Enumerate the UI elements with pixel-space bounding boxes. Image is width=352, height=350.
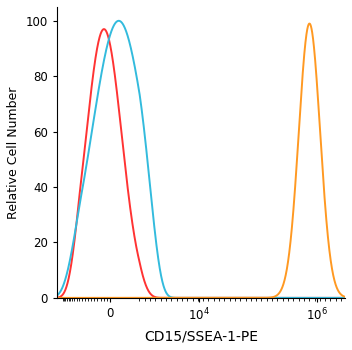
Y-axis label: Relative Cell Number: Relative Cell Number — [7, 86, 20, 219]
X-axis label: CD15/SSEA-1-PE: CD15/SSEA-1-PE — [144, 329, 258, 343]
